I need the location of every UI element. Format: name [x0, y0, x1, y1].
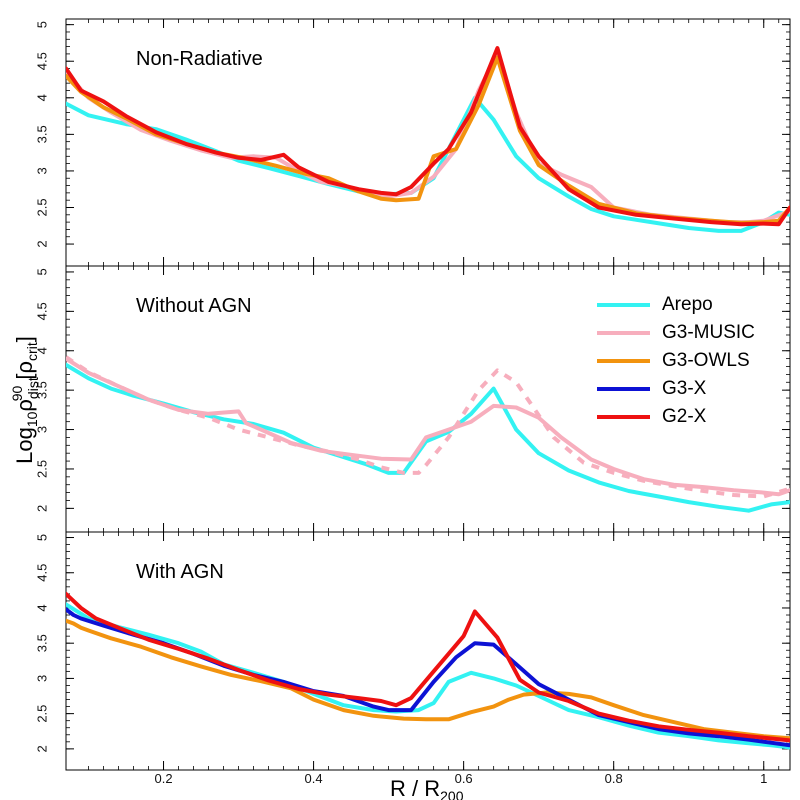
- y-tick-label: 2.5: [34, 460, 49, 478]
- y-tick-label: 5: [34, 268, 49, 275]
- y-tick-label: 3.5: [34, 381, 49, 399]
- axis-labels: 0.2 0.4 0.6 0.8 1 R / R200 Log10ρdist90 [ρcrit…: [9, 336, 767, 800]
- series-group: [66, 355, 790, 513]
- legend: Arepo G3-MUSIC G3-OWLS G3-X G2-X: [597, 294, 755, 427]
- panel-title: Non-Radiative: [136, 48, 263, 70]
- y-tick-label: 3.5: [34, 125, 49, 143]
- y-tick-label: 4: [34, 347, 49, 354]
- y-tick-label: 3.5: [34, 634, 49, 652]
- legend-label-arepo: Arepo: [662, 294, 713, 315]
- y-tick-label: 4: [34, 604, 49, 611]
- panel-2: 2 2.5 3 3.5 4 4.5 5 Without AGN: [34, 265, 791, 533]
- y-tick-label: 2: [34, 240, 49, 247]
- y-tick-label: 2: [34, 745, 49, 752]
- x-tick-label: 0.8: [605, 771, 623, 786]
- x-tick-label: 0.2: [154, 771, 172, 786]
- y-tick-label: 4.5: [34, 564, 49, 582]
- x-axis-label: R / R200: [390, 776, 464, 800]
- series-group: [66, 591, 790, 750]
- y-tick-label: 4.5: [34, 302, 49, 320]
- series-line-arepo: [66, 95, 790, 233]
- panel-title: With AGN: [136, 561, 224, 583]
- series-line-g2-x: [66, 46, 790, 227]
- y-tick-label: 2: [34, 505, 49, 512]
- y-tick-label: 2.5: [34, 705, 49, 723]
- legend-label-g3-music: G3-MUSIC: [662, 322, 755, 343]
- y-tick-label: 4.5: [34, 52, 49, 70]
- panel-1: 2 2.5 3 3.5 4 4.5 5 Non-Radiative: [34, 18, 791, 267]
- panels-layer: 2 2.5 3 3.5 4 4.5 5 Non-Radiative 2 2.5 3 3.5 4 4.5 5 W…: [34, 18, 791, 771]
- y-tick-label: 2.5: [34, 198, 49, 216]
- panel-title: Without AGN: [136, 295, 252, 317]
- y-tick-label: 5: [34, 534, 49, 541]
- legend-label-g2-x: G2-X: [662, 406, 707, 427]
- series-line-g3-music-dashed: [66, 355, 790, 499]
- series-line-g3-owls: [66, 618, 790, 741]
- y-tick-label: 3: [34, 426, 49, 433]
- panel-3: 2 2.5 3 3.5 4 4.5 5 With AGN: [34, 531, 791, 771]
- y-tick-label: 4: [34, 94, 49, 101]
- series-line-g3-music: [66, 356, 790, 497]
- y-tick-label: 3: [34, 167, 49, 174]
- legend-label-g3-owls: G3-OWLS: [662, 350, 750, 371]
- x-tick-label: 0.6: [455, 771, 473, 786]
- series-line-g2-x: [66, 591, 790, 743]
- legend-label-g3-x: G3-X: [662, 378, 707, 399]
- panel-frame: [65, 531, 791, 771]
- y-axis-label: Log10ρdist90 [ρcrit]: [9, 336, 41, 464]
- series-group: [66, 46, 790, 233]
- y-tick-label: 3: [34, 675, 49, 682]
- x-tick-label: 0.4: [305, 771, 323, 786]
- series-line-arepo: [66, 602, 790, 750]
- y-tick-label: 5: [34, 21, 49, 28]
- x-tick-label: 1: [760, 771, 767, 786]
